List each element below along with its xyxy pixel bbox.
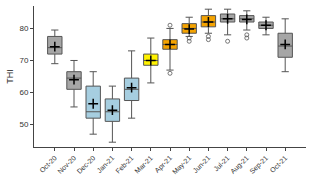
svg-text:50: 50: [19, 120, 28, 129]
svg-text:Apr-21: Apr-21: [153, 154, 174, 175]
svg-text:70: 70: [19, 56, 28, 65]
svg-text:Jun-21: Jun-21: [191, 154, 211, 174]
svg-text:Aug-21: Aug-21: [229, 154, 251, 176]
svg-text:Oct-20: Oct-20: [38, 154, 58, 174]
svg-text:Nov-20: Nov-20: [56, 154, 77, 175]
svg-text:May-21: May-21: [171, 154, 193, 176]
svg-text:Sep-21: Sep-21: [248, 154, 270, 176]
svg-text:80: 80: [19, 24, 28, 33]
svg-text:Jul-21: Jul-21: [212, 154, 231, 173]
svg-text:THI: THI: [5, 69, 15, 84]
svg-text:Oct-21: Oct-21: [269, 154, 289, 174]
svg-text:Mar-21: Mar-21: [133, 154, 154, 175]
svg-text:Jan-21: Jan-21: [95, 154, 115, 174]
svg-text:Feb-21: Feb-21: [114, 154, 135, 175]
svg-text:Dec-20: Dec-20: [75, 154, 96, 175]
svg-text:60: 60: [19, 88, 28, 97]
